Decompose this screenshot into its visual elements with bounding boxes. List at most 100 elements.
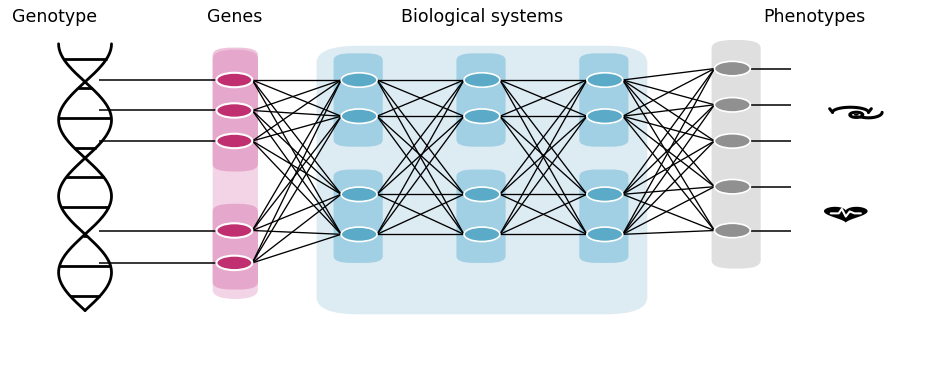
Line: 2 pts: 2 pts bbox=[377, 80, 464, 194]
Point bbox=[581, 114, 592, 118]
Point bbox=[335, 78, 346, 82]
Line: 2 pts: 2 pts bbox=[499, 80, 586, 234]
Point bbox=[335, 232, 346, 237]
Point bbox=[246, 108, 258, 113]
Point bbox=[246, 261, 258, 265]
Circle shape bbox=[216, 73, 252, 87]
Point bbox=[458, 192, 469, 197]
Circle shape bbox=[464, 187, 499, 202]
Point bbox=[371, 232, 382, 237]
Point bbox=[77, 234, 89, 239]
Point bbox=[94, 293, 106, 298]
FancyBboxPatch shape bbox=[316, 46, 647, 314]
Point bbox=[708, 184, 719, 189]
Point bbox=[246, 228, 258, 233]
Point bbox=[335, 192, 346, 197]
Point bbox=[371, 232, 382, 237]
Line: 2 pts: 2 pts bbox=[499, 194, 586, 234]
Point bbox=[581, 78, 592, 82]
Circle shape bbox=[464, 227, 499, 242]
Point bbox=[246, 139, 258, 143]
Line: 2 pts: 2 pts bbox=[622, 69, 714, 116]
Point bbox=[246, 78, 258, 82]
Line: 2 pts: 2 pts bbox=[622, 80, 714, 187]
Point bbox=[371, 192, 382, 197]
Circle shape bbox=[849, 112, 862, 117]
Point bbox=[458, 232, 469, 237]
Point bbox=[784, 66, 796, 71]
Point bbox=[581, 232, 592, 237]
Line: 2 pts: 2 pts bbox=[622, 187, 714, 234]
Point bbox=[335, 78, 346, 82]
Point bbox=[211, 139, 222, 143]
Point bbox=[494, 192, 505, 197]
Point bbox=[616, 114, 628, 118]
FancyBboxPatch shape bbox=[456, 53, 505, 147]
Point bbox=[494, 78, 505, 82]
Point bbox=[708, 139, 719, 143]
Point bbox=[335, 114, 346, 118]
Circle shape bbox=[586, 109, 622, 123]
Point bbox=[458, 192, 469, 197]
Point bbox=[371, 114, 382, 118]
Text: Biological systems: Biological systems bbox=[400, 8, 563, 26]
Point bbox=[246, 78, 258, 82]
Point bbox=[246, 108, 258, 113]
Line: 2 pts: 2 pts bbox=[499, 80, 586, 234]
Line: 2 pts: 2 pts bbox=[622, 69, 714, 234]
Point bbox=[246, 139, 258, 143]
Point bbox=[494, 232, 505, 237]
Line: 2 pts: 2 pts bbox=[622, 141, 714, 234]
Point bbox=[246, 261, 258, 265]
Point bbox=[335, 192, 346, 197]
Point bbox=[458, 78, 469, 82]
Line: 2 pts: 2 pts bbox=[622, 105, 714, 116]
Point bbox=[335, 78, 346, 82]
Point bbox=[54, 264, 65, 268]
Point bbox=[371, 192, 382, 197]
Point bbox=[744, 102, 755, 107]
Line: 2 pts: 2 pts bbox=[252, 141, 341, 234]
Circle shape bbox=[586, 227, 622, 242]
Circle shape bbox=[341, 187, 377, 202]
Circle shape bbox=[714, 223, 750, 238]
Point bbox=[708, 139, 719, 143]
FancyBboxPatch shape bbox=[456, 170, 505, 263]
FancyBboxPatch shape bbox=[711, 40, 760, 269]
Point bbox=[616, 78, 628, 82]
Point bbox=[784, 102, 796, 107]
Point bbox=[744, 184, 755, 189]
Line: 2 pts: 2 pts bbox=[377, 80, 464, 194]
Point bbox=[494, 192, 505, 197]
Line: 2 pts: 2 pts bbox=[622, 80, 714, 231]
Point bbox=[494, 192, 505, 197]
Point bbox=[211, 261, 222, 265]
Point bbox=[708, 228, 719, 233]
Point bbox=[708, 139, 719, 143]
Point bbox=[784, 184, 796, 189]
Point bbox=[371, 232, 382, 237]
Point bbox=[494, 232, 505, 237]
Point bbox=[581, 232, 592, 237]
Line: 2 pts: 2 pts bbox=[377, 194, 464, 234]
Line: 2 pts: 2 pts bbox=[252, 80, 341, 263]
Line: 2 pts: 2 pts bbox=[252, 80, 341, 116]
Point bbox=[708, 102, 719, 107]
FancyBboxPatch shape bbox=[212, 50, 258, 299]
Point bbox=[93, 108, 105, 113]
Point bbox=[616, 114, 628, 118]
Point bbox=[101, 56, 112, 61]
Point bbox=[616, 232, 628, 237]
Line: 2 pts: 2 pts bbox=[499, 80, 586, 194]
Point bbox=[371, 78, 382, 82]
Circle shape bbox=[341, 109, 377, 123]
Line: 2 pts: 2 pts bbox=[377, 116, 464, 234]
Point bbox=[335, 114, 346, 118]
Line: 2 pts: 2 pts bbox=[252, 116, 341, 231]
Line: 2 pts: 2 pts bbox=[377, 194, 464, 234]
Line: 2 pts: 2 pts bbox=[622, 80, 714, 141]
Point bbox=[616, 114, 628, 118]
Point bbox=[68, 145, 79, 150]
Point bbox=[335, 78, 346, 82]
Line: 2 pts: 2 pts bbox=[377, 116, 464, 234]
